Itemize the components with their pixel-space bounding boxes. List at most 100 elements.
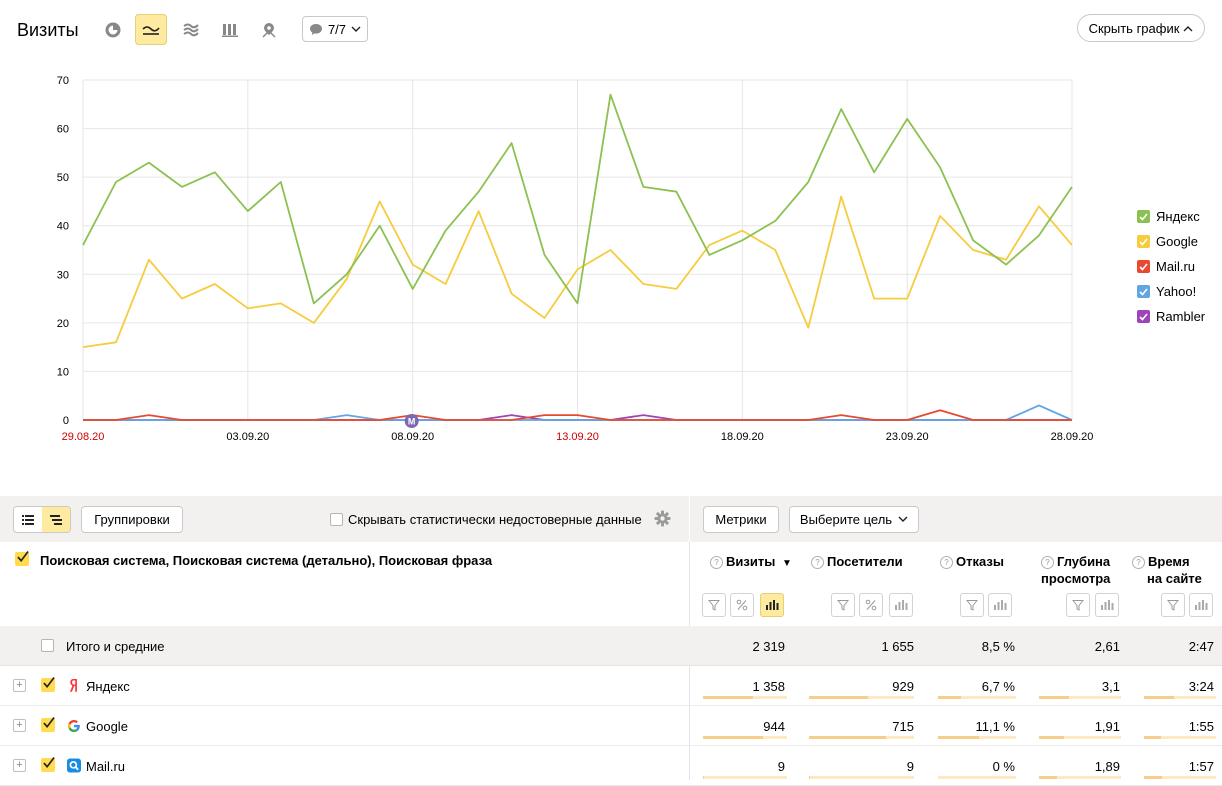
dimension-header: Поисковая система, Поисковая система (де…	[40, 553, 493, 568]
row-value: 11,1 %	[975, 719, 1015, 734]
legend-checkbox[interactable]	[1137, 310, 1150, 323]
map-view-button[interactable]	[253, 14, 285, 45]
attribution-dropdown[interactable]: 7/7	[302, 16, 368, 42]
hide-chart-button[interactable]: Скрыть график	[1077, 14, 1205, 42]
flat-view-button[interactable]	[14, 507, 42, 532]
y-tick-label: 30	[57, 269, 69, 281]
goal-dropdown[interactable]: Выберите цель	[789, 506, 919, 533]
row-checkbox[interactable]	[41, 757, 55, 772]
chevron-up-icon	[1183, 25, 1193, 31]
legend-checkbox[interactable]	[1137, 235, 1150, 248]
column-header-bounces[interactable]: ? Отказы	[940, 553, 1004, 570]
filter-toggle-button[interactable]	[960, 593, 984, 617]
y-tick-label: 0	[63, 415, 69, 427]
hide-unreliable-checkbox[interactable]	[330, 513, 343, 526]
column-title: Время	[1148, 554, 1190, 569]
filter-toggle-button[interactable]	[1161, 593, 1185, 617]
column-title: Посетители	[827, 554, 903, 569]
select-all-checkbox[interactable]	[15, 551, 29, 566]
row-value: 1 358	[752, 679, 785, 694]
y-tick-label: 20	[57, 318, 69, 330]
expand-row-button[interactable]: +	[13, 759, 26, 772]
bar-toggle-button[interactable]	[889, 593, 913, 617]
table-row[interactable]: + Яндекс 1 358 929 6,7 % 3,1 3:24	[0, 666, 1222, 706]
total-checkbox[interactable]	[41, 639, 54, 652]
legend-item[interactable]: Rambler	[1137, 304, 1205, 329]
row-value-bar	[809, 736, 914, 739]
bar-icon	[1101, 600, 1114, 610]
percent-toggle-button[interactable]	[859, 593, 883, 617]
line-chart-view-button[interactable]	[135, 14, 167, 45]
table-row[interactable]: + Google 944 715 11,1 % 1,91 1:55	[0, 706, 1222, 746]
row-value-bar-fill	[1144, 736, 1161, 739]
help-icon[interactable]: ?	[940, 556, 953, 569]
legend-item[interactable]: Google	[1137, 229, 1205, 254]
legend-checkbox[interactable]	[1137, 285, 1150, 298]
legend-item[interactable]: Яндекс	[1137, 204, 1205, 229]
bar-icon	[766, 600, 779, 610]
help-icon[interactable]: ?	[811, 556, 824, 569]
checkmark-icon	[43, 717, 55, 729]
legend-checkbox[interactable]	[1137, 260, 1150, 273]
checkmark-icon	[1139, 262, 1148, 271]
row-checkbox[interactable]	[41, 717, 55, 732]
bar-toggle-button[interactable]	[1189, 593, 1213, 617]
area-chart-view-button[interactable]	[175, 14, 207, 45]
row-value: 3:24	[1188, 679, 1214, 694]
bar-chart-view-button[interactable]	[214, 14, 246, 45]
row-value: 3,1	[1101, 679, 1120, 694]
row-value-bar	[938, 776, 1016, 779]
legend-item[interactable]: Mail.ru	[1137, 254, 1205, 279]
filter-toggle-button[interactable]	[831, 593, 855, 617]
bar-toggle-button[interactable]	[988, 593, 1012, 617]
table-row[interactable]: + Mail.ru 9 9 0 % 1,89 1:57	[0, 746, 1222, 786]
row-label: Google	[86, 719, 128, 734]
sort-desc-icon: ▼	[781, 558, 792, 569]
hide-unreliable-toggle[interactable]: Скрывать статистически недостоверные дан…	[330, 512, 642, 527]
row-value: 9	[906, 759, 914, 774]
row-value-bar-fill	[1144, 696, 1174, 699]
metrics-button[interactable]: Метрики	[703, 506, 779, 533]
legend-checkbox[interactable]	[1137, 210, 1150, 223]
row-value: 715	[892, 719, 914, 734]
filter-toggle-button[interactable]	[702, 593, 726, 617]
legend-item[interactable]: Yahoo!	[1137, 279, 1205, 304]
checkmark-icon	[43, 677, 55, 689]
visits-line-chart[interactable]: 0 10 20 30 40 50 60 70 29.08.20 03.09.20 08.09.20 1…	[0, 60, 1125, 460]
checkmark-icon	[1139, 312, 1148, 321]
checkmark-icon	[43, 757, 55, 769]
page-title: Визиты	[17, 20, 79, 40]
row-checkbox[interactable]	[41, 677, 55, 692]
filter-toggle-button[interactable]	[1066, 593, 1090, 617]
bar-toggle-button[interactable]	[760, 593, 784, 617]
column-header-visitors[interactable]: ? Посетители	[811, 553, 903, 570]
checkmark-icon	[17, 551, 29, 563]
gear-icon[interactable]	[654, 510, 671, 527]
help-icon[interactable]: ?	[1041, 556, 1054, 569]
column-header-visits[interactable]: ? Визиты ▼	[710, 553, 792, 572]
row-value-bar-fill	[809, 776, 810, 779]
row-value-bar-fill	[938, 696, 961, 699]
bar-icon	[895, 600, 908, 610]
row-value-bar-fill	[809, 736, 886, 739]
list-icon	[22, 514, 34, 525]
percent-toggle-button[interactable]	[730, 593, 754, 617]
expand-row-button[interactable]: +	[13, 679, 26, 692]
expand-row-button[interactable]: +	[13, 719, 26, 732]
x-tick-label: 13.09.20	[556, 431, 599, 443]
bar-icon	[1195, 600, 1208, 610]
column-header-time[interactable]: ? Время на сайте	[1132, 553, 1202, 587]
bar-toggle-button[interactable]	[1095, 593, 1119, 617]
tree-view-button[interactable]	[42, 507, 70, 532]
help-icon[interactable]: ?	[1132, 556, 1145, 569]
annotation-marker	[404, 414, 419, 428]
help-icon[interactable]: ?	[710, 556, 723, 569]
row-value-bar	[1039, 696, 1121, 699]
x-tick-label: 18.09.20	[721, 431, 764, 443]
bar-icon	[994, 600, 1007, 610]
groupings-button[interactable]: Группировки	[81, 506, 183, 533]
metrics-label: Метрики	[715, 512, 767, 527]
column-header-depth[interactable]: ? Глубина просмотра	[1041, 553, 1110, 587]
area-chart-icon	[183, 23, 199, 36]
pie-chart-view-button[interactable]	[97, 14, 129, 45]
